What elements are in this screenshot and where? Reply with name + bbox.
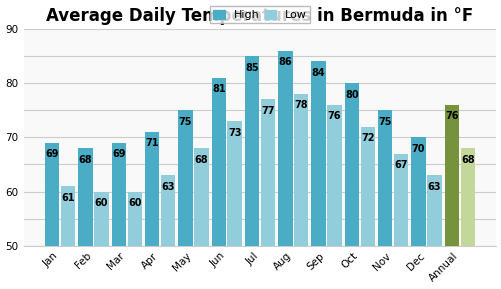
Text: 69: 69 (46, 149, 59, 159)
Bar (45, 143, 59, 246)
Text: 63: 63 (161, 182, 174, 192)
Legend: High, Low: High, Low (209, 6, 309, 23)
Text: 67: 67 (394, 160, 407, 170)
Bar (360, 127, 374, 246)
Bar (160, 175, 175, 246)
Text: 77: 77 (261, 106, 274, 116)
Bar (211, 78, 225, 246)
Text: 68: 68 (460, 155, 473, 165)
Bar (311, 62, 325, 246)
Text: 86: 86 (278, 57, 292, 67)
Bar (94, 192, 108, 246)
Bar (278, 51, 292, 246)
Text: 69: 69 (112, 149, 125, 159)
Bar (78, 148, 93, 246)
Bar (377, 110, 392, 246)
Bar (145, 132, 159, 246)
Bar (194, 148, 208, 246)
Text: 84: 84 (311, 68, 325, 78)
Bar (127, 192, 142, 246)
Bar (294, 94, 308, 246)
Text: 80: 80 (345, 90, 358, 100)
Text: 76: 76 (327, 111, 341, 121)
Text: 85: 85 (245, 62, 259, 73)
Bar (227, 121, 241, 246)
Bar (327, 105, 341, 246)
Text: 70: 70 (411, 144, 424, 154)
Bar (260, 99, 275, 246)
Bar (178, 110, 192, 246)
Bar (444, 105, 458, 246)
Bar (344, 83, 358, 246)
Bar (410, 137, 425, 246)
Bar (244, 56, 259, 246)
Bar (393, 154, 407, 246)
Text: 75: 75 (178, 117, 192, 127)
Text: 81: 81 (211, 84, 225, 94)
Bar (459, 148, 474, 246)
Text: 60: 60 (95, 198, 108, 208)
Text: 61: 61 (61, 193, 75, 203)
Text: 75: 75 (378, 117, 391, 127)
Text: 72: 72 (360, 133, 374, 143)
Text: 71: 71 (145, 138, 159, 149)
Bar (111, 143, 126, 246)
Text: 76: 76 (444, 111, 458, 121)
Text: 73: 73 (227, 128, 241, 138)
Text: 63: 63 (427, 182, 440, 192)
Bar (426, 175, 441, 246)
Text: 68: 68 (194, 155, 208, 165)
Title: Average Daily Temperatures in Bermuda in °F: Average Daily Temperatures in Bermuda in… (46, 7, 472, 25)
Bar (61, 186, 75, 246)
Text: 78: 78 (294, 101, 308, 110)
Text: 68: 68 (79, 155, 92, 165)
Text: 60: 60 (128, 198, 141, 208)
